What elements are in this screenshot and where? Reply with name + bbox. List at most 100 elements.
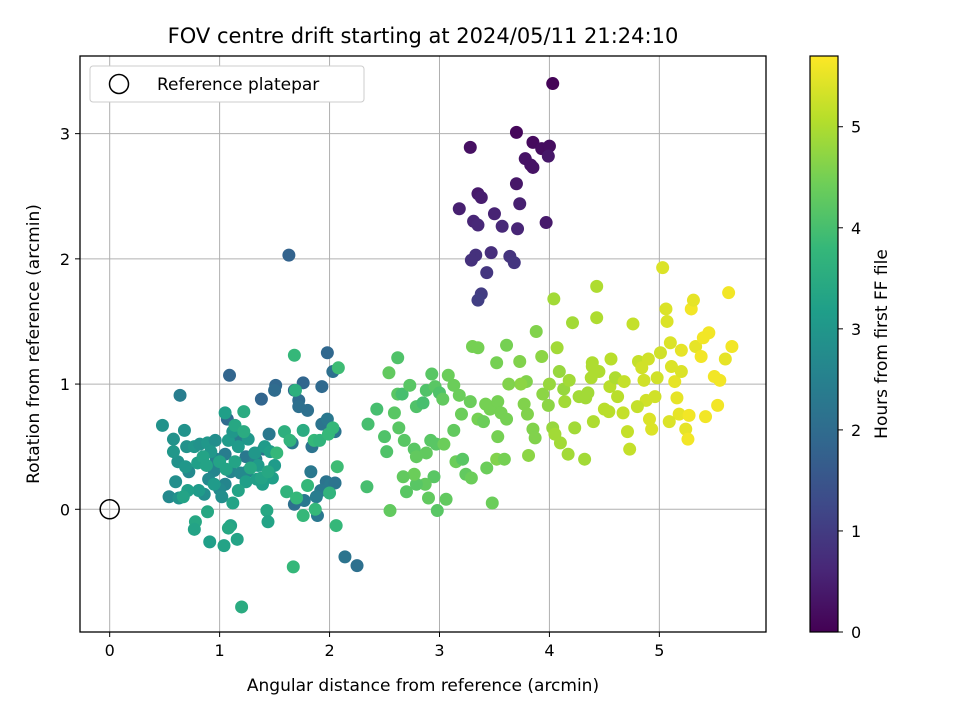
data-point — [296, 423, 310, 437]
data-point — [425, 367, 439, 381]
data-point — [497, 452, 511, 466]
x-tick-label: 3 — [434, 641, 444, 660]
data-point — [230, 532, 244, 546]
x-tick-label: 4 — [544, 641, 554, 660]
data-point — [617, 375, 631, 389]
data-point — [383, 504, 397, 518]
data-point — [464, 471, 478, 485]
data-point — [421, 491, 435, 505]
data-point — [471, 293, 485, 307]
data-point — [439, 492, 453, 506]
data-point — [463, 395, 477, 409]
data-point — [664, 360, 678, 374]
data-point — [361, 417, 375, 431]
data-point — [568, 421, 582, 435]
data-point — [286, 560, 300, 574]
data-point — [509, 125, 523, 139]
data-point — [620, 425, 634, 439]
data-point — [391, 351, 405, 365]
data-point — [562, 373, 576, 387]
data-point — [686, 293, 700, 307]
data-point — [725, 340, 739, 354]
x-tick-label: 1 — [215, 641, 225, 660]
data-point — [653, 346, 667, 360]
data-point — [517, 397, 531, 411]
data-point — [513, 355, 527, 369]
data-point — [529, 324, 543, 338]
data-point — [162, 490, 176, 504]
data-point — [674, 343, 688, 357]
data-point — [427, 470, 441, 484]
legend: Reference platepar — [89, 65, 365, 103]
y-tick-label: 1 — [60, 375, 70, 394]
data-point — [682, 408, 696, 422]
data-point — [474, 190, 488, 204]
x-axis-label: Angular distance from reference (arcmin) — [247, 676, 599, 696]
y-axis-label: Rotation from reference (arcmin) — [24, 204, 44, 484]
data-point — [395, 387, 409, 401]
data-point — [491, 430, 505, 444]
x-tick-label: 0 — [105, 641, 115, 660]
data-point — [711, 398, 725, 412]
data-point — [217, 539, 231, 553]
data-point — [526, 160, 540, 174]
data-point — [400, 485, 414, 499]
data-point — [187, 522, 201, 536]
data-point — [199, 458, 213, 472]
data-point — [301, 478, 315, 492]
data-point — [566, 316, 580, 330]
colorbar-tick-label: 0 — [851, 623, 861, 642]
data-point — [602, 405, 616, 419]
data-point — [437, 437, 451, 451]
data-point — [535, 350, 549, 364]
colorbar-label: Hours from first FF file — [872, 249, 892, 439]
data-point — [323, 486, 337, 500]
data-point — [552, 365, 566, 379]
data-point — [500, 412, 514, 426]
data-point — [490, 356, 504, 370]
data-point — [553, 436, 567, 450]
data-point — [326, 421, 340, 435]
data-point — [500, 338, 514, 352]
data-point — [396, 470, 410, 484]
data-point — [626, 317, 640, 331]
data-point — [520, 407, 534, 421]
data-point — [441, 368, 455, 382]
data-point — [237, 425, 251, 439]
data-point — [304, 465, 318, 479]
data-point — [637, 373, 651, 387]
y-tick-label: 0 — [60, 500, 70, 519]
y-axis: 0 1 2 3 — [60, 125, 80, 519]
data-point — [268, 383, 282, 397]
data-point — [541, 398, 555, 412]
data-point — [662, 415, 676, 429]
data-point — [329, 519, 343, 533]
data-point — [261, 515, 275, 529]
data-point — [331, 361, 345, 375]
data-point — [201, 505, 215, 519]
data-point — [169, 475, 183, 489]
data-point — [539, 216, 553, 230]
data-point — [235, 600, 249, 614]
colorbar-tick-label: 3 — [851, 320, 861, 339]
data-point — [447, 378, 461, 392]
data-point — [397, 433, 411, 447]
data-point — [296, 509, 310, 523]
data-point — [226, 496, 240, 510]
data-point — [309, 490, 323, 504]
data-point — [409, 450, 423, 464]
y-tick-label: 3 — [60, 125, 70, 144]
data-point — [604, 352, 618, 366]
data-point — [387, 406, 401, 420]
data-point — [611, 390, 625, 404]
data-point — [176, 490, 190, 504]
data-point — [660, 314, 674, 328]
data-point — [542, 139, 556, 153]
data-point — [491, 395, 505, 409]
data-point — [419, 446, 433, 460]
data-point — [484, 246, 498, 260]
data-point — [679, 422, 693, 436]
data-point — [430, 504, 444, 518]
x-tick-label: 2 — [324, 641, 334, 660]
data-point — [541, 149, 555, 163]
